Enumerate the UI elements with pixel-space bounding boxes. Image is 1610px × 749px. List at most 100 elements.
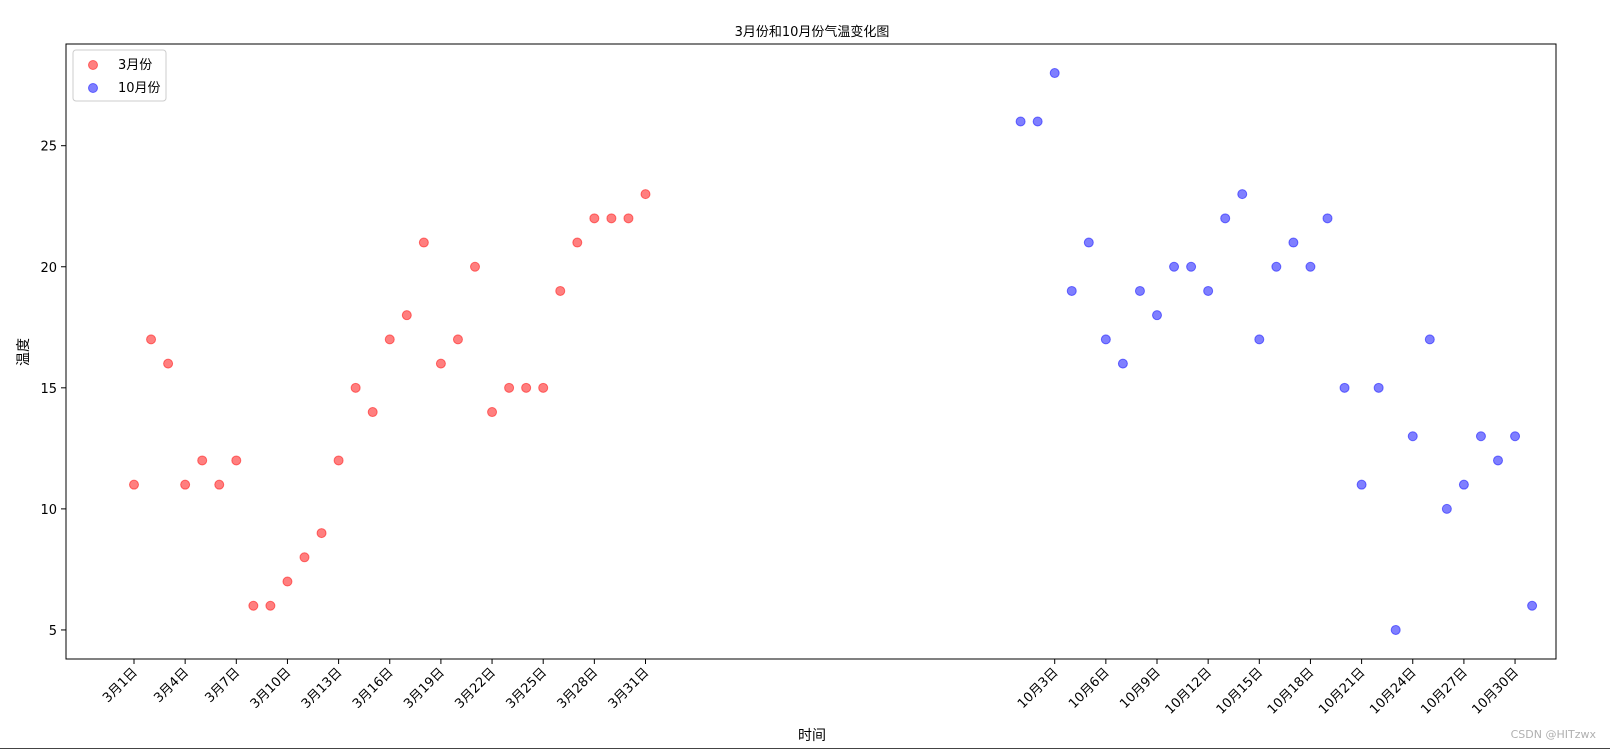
y-tick-label: 20	[40, 261, 57, 276]
data-point-march	[606, 213, 617, 224]
legend-marker-march	[88, 60, 98, 70]
data-point-october	[1083, 237, 1094, 248]
data-point-october	[1322, 213, 1333, 224]
data-point-march	[538, 382, 549, 393]
data-point-october	[1493, 455, 1503, 466]
data-point-march	[418, 237, 429, 248]
data-point-march	[163, 358, 174, 369]
x-tick-label: 3月31日	[606, 665, 653, 712]
data-point-march	[555, 285, 566, 296]
data-point-october	[1510, 431, 1521, 442]
x-tick-label: 10月21日	[1316, 665, 1368, 717]
data-point-october	[1390, 624, 1401, 635]
data-point-october	[1032, 116, 1043, 127]
y-axis: 5 10 15 20 25	[40, 140, 66, 639]
data-point-march	[572, 237, 583, 248]
x-tick-label: 3月28日	[555, 665, 602, 712]
x-tick-label: 3月19日	[401, 665, 448, 712]
legend-marker-october	[88, 83, 98, 93]
x-tick-label: 10月30日	[1469, 665, 1521, 717]
data-point-march	[248, 600, 259, 611]
data-point-october	[1066, 285, 1077, 296]
data-point-march	[640, 189, 651, 200]
data-point-march	[197, 455, 208, 466]
x-axis-label: 时间	[798, 728, 826, 744]
x-tick-label: 10月6日	[1066, 665, 1113, 712]
data-point-october	[1186, 261, 1197, 272]
data-point-march	[231, 455, 242, 466]
x-tick-label: 10月18日	[1265, 665, 1317, 717]
data-point-october	[1424, 334, 1435, 345]
data-point-march	[265, 600, 276, 611]
data-point-october	[1203, 285, 1214, 296]
plot-frame	[65, 43, 1557, 660]
data-point-october	[1339, 382, 1350, 393]
data-point-march	[521, 382, 532, 393]
x-tick-label: 3月1日	[100, 665, 141, 706]
data-point-october	[1373, 382, 1384, 393]
data-point-october	[1288, 237, 1299, 248]
data-point-october	[1152, 310, 1162, 321]
data-point-october	[1407, 431, 1418, 442]
data-point-march	[384, 334, 395, 345]
data-point-october	[1169, 261, 1180, 272]
x-tick-label: 3月22日	[452, 665, 499, 712]
data-point-march	[214, 479, 225, 490]
data-point-march	[146, 334, 157, 345]
watermark: CSDN @HITzwx	[1510, 728, 1596, 741]
data-point-march	[452, 334, 463, 345]
y-tick-label: 10	[40, 503, 57, 518]
data-point-october	[1049, 68, 1060, 79]
data-points	[129, 68, 1538, 635]
chart-title: 3月份和10月份气温变化图	[735, 24, 890, 40]
data-point-october	[1015, 116, 1026, 127]
data-point-october	[1117, 358, 1128, 369]
x-tick-label: 3月10日	[248, 665, 295, 712]
data-point-march	[435, 358, 446, 369]
data-point-october	[1100, 334, 1111, 345]
data-point-march	[623, 213, 634, 224]
data-point-october	[1254, 334, 1265, 345]
x-tick-label: 10月3日	[1015, 665, 1062, 712]
data-point-october	[1271, 261, 1282, 272]
data-point-march	[333, 455, 344, 466]
data-point-march	[129, 479, 139, 490]
data-point-march	[350, 382, 361, 393]
x-tick-label: 3月25日	[503, 665, 550, 712]
data-point-october	[1527, 600, 1538, 611]
data-point-october	[1220, 213, 1231, 224]
data-point-march	[470, 261, 480, 272]
data-point-march	[401, 310, 412, 321]
data-point-october	[1441, 503, 1452, 514]
x-tick-label: 10月24日	[1367, 665, 1419, 717]
data-point-october	[1458, 479, 1469, 490]
data-point-march	[282, 576, 293, 587]
data-point-march	[367, 407, 378, 418]
x-tick-label: 3月7日	[202, 665, 243, 706]
x-tick-label: 3月4日	[151, 665, 192, 706]
data-point-march	[487, 407, 498, 418]
legend-label-march: 3月份	[118, 58, 152, 73]
data-point-march	[504, 382, 515, 393]
x-tick-label: 10月12日	[1163, 665, 1215, 717]
x-tick-label: 10月27日	[1418, 665, 1470, 717]
data-point-march	[316, 528, 327, 539]
legend-label-october: 10月份	[118, 81, 161, 96]
y-tick-label: 15	[40, 382, 57, 397]
y-tick-label: 25	[40, 140, 57, 155]
x-tick-label: 10月15日	[1214, 665, 1266, 717]
y-axis-label: 温度	[16, 338, 32, 366]
data-point-october	[1134, 285, 1145, 296]
data-point-october	[1305, 261, 1316, 272]
x-tick-label: 3月13日	[299, 665, 346, 712]
data-point-march	[180, 479, 191, 490]
x-tick-label: 3月16日	[350, 665, 397, 712]
legend: 3月份 10月份	[72, 49, 167, 102]
x-tick-label: 10月9日	[1117, 665, 1164, 712]
data-point-march	[299, 552, 310, 563]
x-axis: 3月1日 3月4日 3月7日 3月10日 3月13日 3月16日 3月19日 3月22日 3月2…	[100, 659, 1522, 718]
data-point-october	[1237, 189, 1248, 200]
data-point-october	[1356, 479, 1367, 490]
y-tick-label: 5	[49, 624, 57, 639]
